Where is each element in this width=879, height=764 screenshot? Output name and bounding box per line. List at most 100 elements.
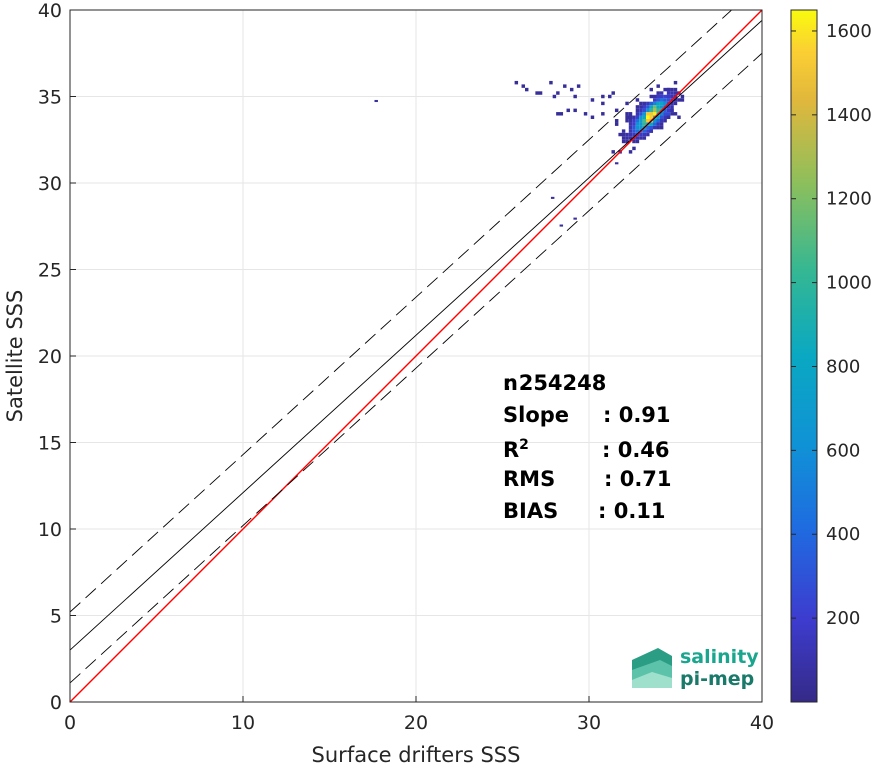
density-cell-105: [649, 112, 654, 116]
density-cell-164: [670, 101, 674, 106]
cb-tick-label-7: 1600: [826, 21, 872, 42]
density-cell-81: [642, 129, 647, 133]
density-cell-177: [680, 94, 685, 99]
density-cell-10: [569, 87, 574, 92]
outlier-point-0: [374, 99, 378, 103]
density-cell-128: [656, 101, 660, 106]
density-cell-161: [670, 112, 678, 116]
stat-label-sup: 2: [519, 437, 529, 453]
density-cell-162: [670, 108, 674, 113]
density-cell-0: [514, 80, 519, 85]
density-cell-7: [556, 91, 560, 95]
density-cell-101: [649, 125, 654, 130]
density-cell-142: [659, 94, 664, 99]
density-cell-18: [601, 101, 605, 106]
density-cell-146: [663, 112, 671, 116]
stat-value-4: : 0.11: [598, 499, 666, 523]
outlier-point-3: [573, 217, 577, 220]
density-cell-88: [642, 105, 647, 109]
density-cell-108: [649, 101, 654, 106]
density-cell-174: [673, 80, 678, 85]
x-tick-label-0: 0: [64, 712, 76, 734]
density-cell-115: [653, 112, 657, 116]
stats-panel: n: 254248 Slope: 0.91 R2: 0.46 RMS: 0.71 BIA…: [503, 371, 672, 523]
density-cell-32: [625, 136, 629, 140]
line-regression: [70, 20, 762, 651]
density-cell-87: [642, 108, 647, 113]
density-cell-39: [628, 136, 633, 140]
x-tick-label-2: 20: [404, 712, 428, 734]
density-cell-159: [666, 91, 671, 95]
density-cell-52: [632, 125, 636, 130]
density-cell-73: [639, 118, 643, 123]
density-cell-66: [635, 105, 640, 109]
density-cell-9: [566, 108, 570, 113]
density-cell-102: [649, 122, 654, 126]
density-cell-42: [628, 125, 633, 130]
density-cell-141: [659, 98, 664, 102]
density-cell-154: [666, 108, 674, 113]
density-cell-75: [639, 112, 643, 116]
density-cell-55: [632, 115, 636, 119]
y-tick-label-2: 10: [38, 519, 62, 541]
density-cell-112: [653, 122, 657, 126]
y-tick-label-1: 5: [50, 606, 62, 628]
density-cell-46: [628, 112, 633, 116]
density-cell-99: [646, 101, 650, 106]
density-cell-94: [646, 118, 650, 123]
outlier-point-4: [614, 162, 619, 165]
density-cell-127: [656, 105, 660, 109]
density-cell-155: [666, 105, 671, 109]
density-cell-60: [635, 125, 640, 130]
density-cell-111: [653, 125, 657, 130]
density-cell-143: [659, 91, 664, 95]
density-cell-84: [642, 118, 650, 123]
density-cell-68: [639, 136, 643, 140]
stat-value-1: : 0.91: [603, 403, 671, 427]
density-cell-62: [635, 118, 640, 123]
density-cell-4: [549, 80, 553, 85]
density-cell-63: [635, 115, 640, 119]
density-cell-86: [642, 112, 647, 116]
density-cell-5: [552, 94, 557, 99]
density-cell-129: [656, 98, 664, 102]
density-cell-38: [628, 150, 633, 154]
density-cell-130: [656, 94, 660, 99]
density-cell-61: [635, 122, 640, 126]
density-cell-109: [649, 94, 654, 99]
density-cell-80: [642, 132, 647, 137]
density-cells: [374, 80, 685, 227]
y-tick-label-6: 30: [38, 173, 62, 195]
density-cell-47: [632, 146, 636, 151]
density-cell-134: [659, 122, 664, 126]
stat-value-0: : 254248: [503, 371, 606, 395]
density-cell-76: [639, 108, 643, 113]
density-cell-40: [628, 132, 633, 137]
density-cell-50: [632, 132, 636, 137]
density-cell-175: [677, 115, 681, 119]
density-cell-15: [590, 115, 595, 119]
density-cell-176: [677, 98, 685, 102]
density-cell-157: [666, 98, 671, 102]
density-cell-71: [639, 125, 643, 130]
density-cell-123: [656, 118, 660, 123]
density-cell-48: [632, 139, 636, 144]
density-cell-67: [635, 98, 640, 102]
density-cell-95: [646, 115, 650, 119]
density-cell-16: [590, 98, 595, 102]
density-cell-3: [535, 91, 543, 95]
y-tick-label-0: 0: [50, 692, 62, 714]
cb-tick-label-4: 1000: [826, 273, 872, 294]
density-cell-158: [666, 94, 671, 99]
density-cell-172: [673, 91, 681, 95]
cb-tick-label-0: 200: [826, 608, 860, 629]
density-cell-85: [642, 115, 647, 119]
density-cell-149: [663, 101, 667, 106]
density-cell-167: [670, 91, 674, 95]
density-cell-31: [625, 139, 629, 144]
cb-tick-label-1: 400: [826, 524, 860, 545]
density-cell-153: [666, 115, 671, 119]
y-tick-label-4: 20: [38, 346, 62, 368]
density-cell-25: [614, 108, 619, 113]
density-cell-28: [621, 139, 626, 144]
